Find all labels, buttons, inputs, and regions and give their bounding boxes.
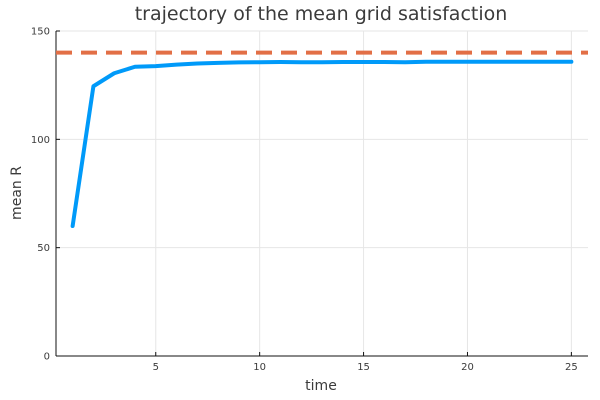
y-tick-label: 100: [31, 135, 50, 146]
ticks: 5 10 15 20 25 0 50 100 150: [31, 27, 578, 374]
y-tick-label: 150: [31, 27, 50, 38]
x-tick-label: 10: [253, 362, 266, 373]
x-tick-label: 5: [153, 362, 159, 373]
series: [56, 50, 588, 228]
y-tick-label: 50: [37, 243, 50, 254]
series-line: [70, 59, 574, 228]
x-tick-label: 20: [461, 362, 474, 373]
x-tick-label: 25: [565, 362, 578, 373]
x-axis-label: time: [305, 378, 337, 394]
y-axis-label: mean R: [9, 166, 25, 220]
axes: [55, 31, 588, 357]
chart-title: trajectory of the mean grid satisfaction: [135, 3, 508, 25]
y-tick-label: 0: [44, 352, 50, 363]
grid: [56, 30, 588, 357]
x-tick-label: 15: [357, 362, 370, 373]
